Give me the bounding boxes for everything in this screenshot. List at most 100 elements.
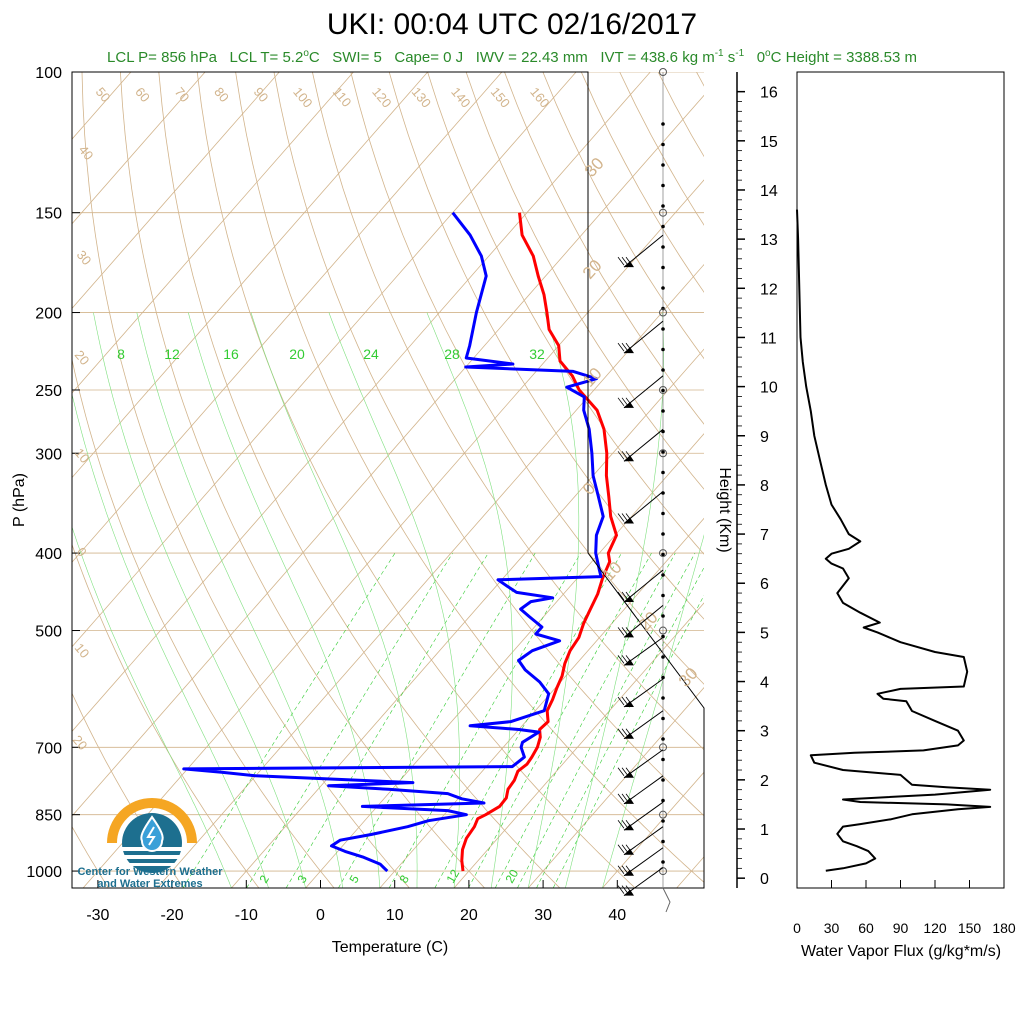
barb-flag — [624, 261, 634, 268]
barb-feather — [621, 728, 629, 737]
isotherm — [72, 72, 651, 732]
isotherm-label: 30 — [675, 664, 702, 691]
isotherm — [602, 771, 704, 888]
barb-feather — [621, 767, 629, 777]
barb-flag — [624, 701, 634, 708]
barb-feather — [625, 793, 633, 803]
dry-adiabat — [696, 72, 704, 87]
barb-feather — [625, 397, 633, 407]
barb-feather — [621, 844, 629, 853]
height-tick-label: 8 — [760, 478, 769, 495]
barb-feather — [617, 819, 625, 829]
barb-dot — [661, 819, 665, 823]
dry-adiabat — [158, 72, 561, 888]
dry-adiabat — [72, 825, 109, 888]
lcl-temperature: LCL T= 5.2oC — [229, 48, 320, 66]
mixing-ratio-line — [552, 594, 704, 888]
dry-adiabat — [196, 72, 636, 888]
barb-dot — [661, 122, 665, 126]
barb-feather — [625, 844, 633, 853]
barb-feather — [621, 513, 629, 522]
barb-flag — [624, 732, 634, 739]
barb-dot — [661, 737, 665, 741]
isotherm-label: 10 — [72, 445, 93, 466]
flux-tick-label: 0 — [793, 920, 801, 936]
barb-feather — [621, 451, 629, 460]
isotherm-label: 90 — [251, 84, 272, 105]
dry-adiabat — [735, 72, 1024, 888]
ivt-value: IVT = 438.6 kg m-1 s-1 — [600, 48, 745, 66]
height-tick-label: 16 — [760, 85, 778, 102]
moist-adiabat — [528, 312, 580, 888]
cape-value: Cape= 0 J — [394, 49, 464, 66]
height-tick-label: 13 — [760, 232, 778, 249]
isotherm — [72, 72, 280, 309]
height-tick-label: 2 — [760, 773, 769, 790]
moist-adiabat — [328, 312, 460, 888]
dry-adiabat — [350, 72, 704, 685]
barb-flag — [624, 771, 634, 778]
barb-flag — [624, 797, 634, 804]
wind-barb — [617, 375, 664, 409]
barb-level-circle — [659, 867, 667, 876]
barb-flag — [624, 824, 634, 831]
mixing-ratio-label: 8 — [396, 872, 412, 885]
isotherm-label: 140 — [448, 84, 473, 110]
wind-barb — [617, 604, 664, 638]
barb-dot — [661, 798, 665, 803]
barb-dot — [661, 860, 665, 864]
wind-barb — [617, 678, 664, 708]
chart-title: UKI: 00:04 UTC 02/16/2017 — [326, 8, 698, 41]
isotherm — [72, 72, 206, 225]
pressure-tick-label: 300 — [35, 446, 62, 463]
barb-feather — [617, 767, 625, 777]
barb-feather — [625, 655, 633, 664]
mixing-ratio-line — [468, 552, 652, 888]
barb-dot — [661, 839, 665, 844]
mixing-ratio-line — [182, 552, 396, 888]
height-tick-label: 7 — [760, 527, 769, 544]
barb-dot — [661, 265, 665, 270]
water-vapor-flux-line — [796, 209, 992, 872]
isotherm — [453, 602, 704, 888]
moist-adiabat — [188, 312, 381, 888]
barb-feather — [625, 451, 633, 460]
temperature-tick-label: 40 — [608, 907, 626, 924]
isotherm — [72, 72, 577, 648]
barb-level-circle — [659, 385, 667, 394]
swi-value: SWI= 5 — [332, 49, 382, 66]
barb-feather — [621, 819, 629, 829]
barb-feather — [617, 655, 625, 664]
wind-barb — [617, 847, 664, 877]
isotherm-label: 20 — [70, 732, 91, 753]
barb-dot — [661, 716, 665, 721]
height-tick-label: 11 — [760, 330, 777, 347]
height-tick-label: 6 — [760, 576, 769, 593]
isotherm — [82, 179, 704, 888]
dry-adiabat — [504, 72, 704, 425]
mixing-ratio-label: 5 — [346, 872, 362, 885]
barb-dot — [661, 757, 665, 762]
wind-barb — [617, 491, 664, 524]
barb-feather — [617, 728, 625, 737]
wind-barb — [617, 801, 664, 831]
barb-dot — [661, 450, 665, 454]
temperature-tick-label: -10 — [235, 907, 258, 924]
height-tick-label: 5 — [760, 625, 769, 642]
moist-adiabat — [565, 312, 664, 888]
dry-adiabat — [81, 72, 410, 888]
barb-dot — [661, 532, 665, 536]
barb-feather — [621, 885, 629, 894]
barb-feather — [625, 865, 633, 874]
barb-feather — [625, 256, 633, 266]
freezing-height: 0oC Height = 3388.53 m — [756, 48, 917, 66]
isotherm-label: 150 — [488, 84, 513, 110]
wind-barb — [617, 320, 664, 354]
barb-flag — [624, 455, 634, 462]
barb-dot — [661, 552, 665, 557]
mixing-ratio-line — [494, 552, 676, 888]
dry-adiabat — [388, 72, 704, 620]
isotherm-label: 120 — [369, 84, 394, 110]
barb-level-circle — [659, 743, 667, 752]
